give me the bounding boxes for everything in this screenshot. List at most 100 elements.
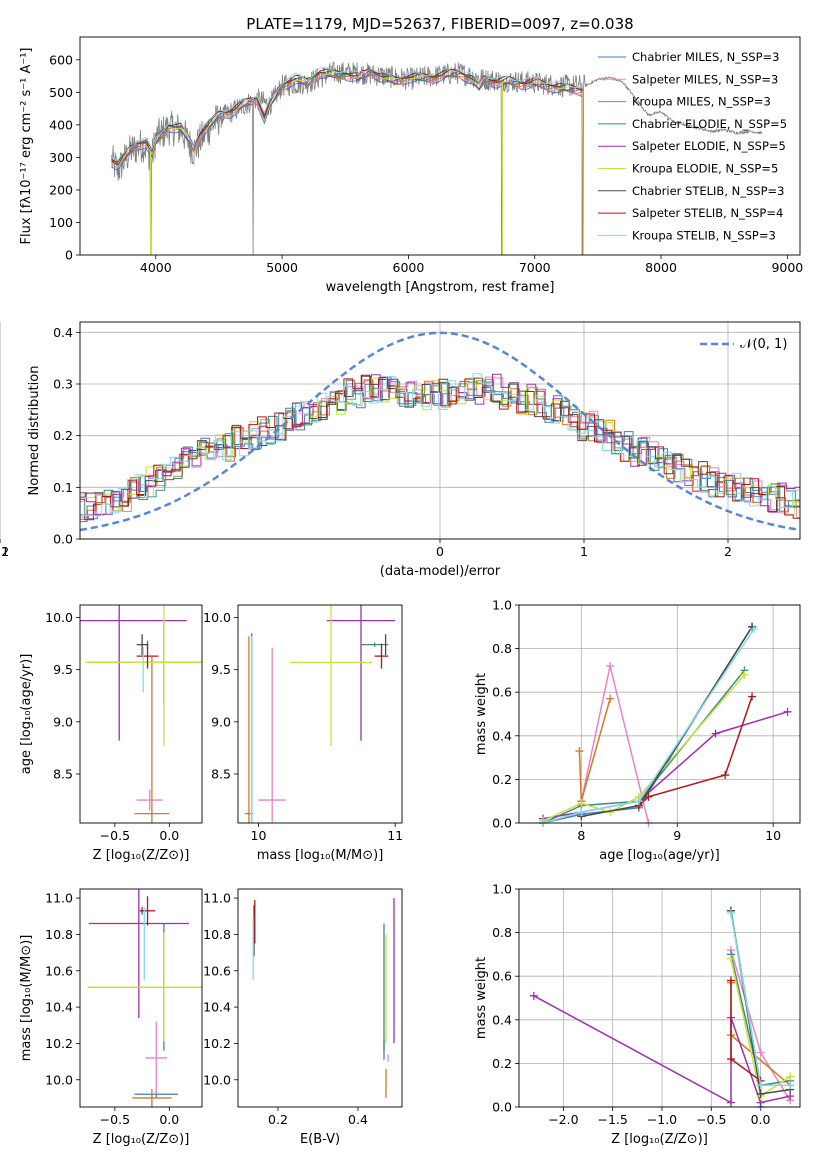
age-vs-mass-plot-area bbox=[244, 605, 396, 823]
axes-frame bbox=[237, 604, 403, 824]
axes-frame bbox=[79, 321, 801, 540]
weight-marker bbox=[756, 1048, 765, 1057]
weight-marker bbox=[740, 670, 749, 679]
y-axis-label: Flux [fλ10⁻¹⁷ erg cm⁻² s⁻¹ A⁻¹] bbox=[19, 48, 34, 245]
y-tick-label: 11.0 bbox=[203, 891, 231, 906]
x-tick-label: 7000 bbox=[519, 260, 551, 275]
weight-marker bbox=[644, 792, 653, 801]
mass-vs-EBV-plot-area bbox=[252, 898, 395, 1098]
legend-entry: 𝒩(0, 1) bbox=[740, 337, 787, 352]
x-tick-label: 1 bbox=[580, 544, 588, 559]
weight-series-line bbox=[542, 628, 755, 824]
y-tick-label: 9.5 bbox=[53, 662, 73, 677]
model-spectrum-line bbox=[111, 74, 583, 171]
x-tick-label: 0.0 bbox=[159, 1112, 179, 1127]
y-tick-label: 10.8 bbox=[45, 927, 73, 942]
y-tick-label: 10.8 bbox=[203, 927, 231, 942]
x-tick-label: 9 bbox=[673, 828, 681, 843]
y-tick-label: 0.0 bbox=[492, 1100, 512, 1115]
y-tick-label: 0.2 bbox=[492, 1056, 512, 1071]
x-tick-label: 6000 bbox=[393, 260, 425, 275]
weight-series-line bbox=[581, 626, 753, 818]
chart-title: PLATE=1179, MJD=52637, FIBERID=0097, z=0… bbox=[246, 15, 633, 33]
residuals-panel: −2−1 0 1 2 0.0 0.1 0.2 0.3 0.4 (data-model)/error… bbox=[0, 321, 801, 579]
legend-entry: Chabrier MILES, N_SSP=3 bbox=[632, 50, 779, 64]
weight-marker bbox=[606, 662, 615, 671]
weight-vs-age-plot-area bbox=[538, 622, 792, 827]
x-axis-label: mass [log₁₀(M/M⊙)] bbox=[257, 848, 384, 863]
y-tick-label: 0.4 bbox=[53, 325, 73, 340]
weight-marker bbox=[756, 1089, 765, 1098]
legend: 𝒩(0, 1) bbox=[700, 337, 787, 352]
y-tick-label: 0.0 bbox=[53, 532, 73, 547]
y-tick-label: 0.8 bbox=[492, 925, 512, 940]
y-tick-label: 10.4 bbox=[203, 1000, 231, 1015]
observed-spectrum-line bbox=[111, 61, 763, 255]
weight-marker bbox=[606, 694, 615, 703]
y-tick-label: 1.0 bbox=[492, 882, 512, 897]
y-tick-label: 11.0 bbox=[45, 891, 73, 906]
y-tick-label: 0 bbox=[65, 248, 73, 263]
weight-marker bbox=[711, 729, 720, 738]
y-tick-label: 500 bbox=[49, 85, 73, 100]
legend-entry: Kroupa ELODIE, N_SSP=5 bbox=[632, 162, 778, 176]
y-tick-label: 10.0 bbox=[45, 610, 73, 625]
x-tick-label: −0.5 bbox=[696, 1112, 726, 1127]
y-tick-label: 0.0 bbox=[492, 816, 512, 831]
legend-entry: Chabrier ELODIE, N_SSP=5 bbox=[632, 117, 787, 131]
weight-marker bbox=[756, 1081, 765, 1090]
y-tick-label: 10.2 bbox=[45, 1036, 73, 1051]
y-tick-label: 0.4 bbox=[492, 1012, 512, 1027]
weight-marker bbox=[726, 976, 735, 985]
y-tick-label: 10.0 bbox=[203, 1072, 231, 1087]
mass-vs-Z-panel: −0.5 0.0 10.0 10.2 10.4 10.6 10.8 11.0 Z [log₁₀(… bbox=[19, 888, 203, 1147]
weight-marker bbox=[726, 908, 735, 917]
weight-vs-age-panel: 8 9 10 0.0 0.2 0.4 0.6 0.8 1.0 age [log₁₀(age/yr)… bbox=[474, 598, 801, 863]
y-tick-label: 9.5 bbox=[211, 662, 231, 677]
legend-entry: Salpeter STELIB, N_SSP=4 bbox=[632, 206, 783, 220]
residual-histogram bbox=[80, 374, 800, 521]
weight-marker bbox=[575, 747, 584, 756]
legend-entry: Kroupa MILES, N_SSP=3 bbox=[632, 95, 771, 109]
x-axis-label: Z [log₁₀(Z/Z⊙)] bbox=[93, 848, 190, 863]
y-tick-label: 10.4 bbox=[45, 1000, 73, 1015]
model-spectrum-line bbox=[111, 67, 583, 161]
y-tick-label: 10.0 bbox=[203, 610, 231, 625]
residual-histogram bbox=[80, 373, 800, 516]
mass-vs-Z-plot-area bbox=[87, 889, 202, 1107]
y-tick-label: 0.1 bbox=[53, 480, 73, 495]
weight-marker bbox=[783, 707, 792, 716]
x-axis-label: Z [log₁₀(Z/Z⊙)] bbox=[93, 1132, 190, 1147]
y-tick-label: 0.6 bbox=[492, 685, 512, 700]
y-tick-label: 8.5 bbox=[211, 766, 231, 781]
y-tick-label: 100 bbox=[49, 215, 73, 230]
x-tick-label: −1 bbox=[0, 544, 9, 559]
y-axis-label: mass weight bbox=[474, 957, 489, 1039]
x-tick-label: 9000 bbox=[771, 260, 803, 275]
x-tick-label: 10 bbox=[251, 828, 267, 843]
legend-entry: Salpeter MILES, N_SSP=3 bbox=[632, 72, 778, 86]
weight-marker bbox=[577, 808, 586, 817]
weight-vs-Z-panel: −2.0 −1.5 −1.0 −0.5 0.0 0.0 0.2 0.4 0.6 0.8 1.0 Z [… bbox=[474, 882, 801, 1147]
x-tick-label: 8 bbox=[577, 828, 585, 843]
x-tick-label: 10 bbox=[765, 828, 781, 843]
y-tick-label: 0.2 bbox=[53, 428, 73, 443]
y-tick-label: 600 bbox=[49, 52, 73, 67]
weight-marker bbox=[726, 1055, 735, 1064]
axes-frame bbox=[79, 604, 203, 824]
model-spectrum-line bbox=[111, 74, 583, 169]
y-tick-label: 10.6 bbox=[45, 963, 73, 978]
y-tick-label: 0.8 bbox=[492, 641, 512, 656]
age-vs-Z-plot-area bbox=[80, 605, 202, 823]
y-axis-label: Normed distribution bbox=[27, 366, 42, 496]
legend-entry: Chabrier STELIB, N_SSP=3 bbox=[632, 184, 784, 198]
age-vs-Z-panel: −0.5 0.0 8.5 9.0 9.5 10.0 Z [log₁₀(Z/Z⊙)] age [… bbox=[19, 604, 203, 863]
axes-frame bbox=[237, 888, 403, 1108]
x-tick-label: −1.0 bbox=[647, 1112, 677, 1127]
spectrum-panel: PLATE=1179, MJD=52637, FIBERID=0097, z=0… bbox=[19, 15, 803, 295]
y-tick-label: 0.6 bbox=[492, 969, 512, 984]
weight-series-line bbox=[638, 696, 753, 807]
weight-marker bbox=[721, 771, 730, 780]
x-tick-label: 0.0 bbox=[751, 1112, 771, 1127]
x-tick-label: −2.0 bbox=[548, 1112, 578, 1127]
